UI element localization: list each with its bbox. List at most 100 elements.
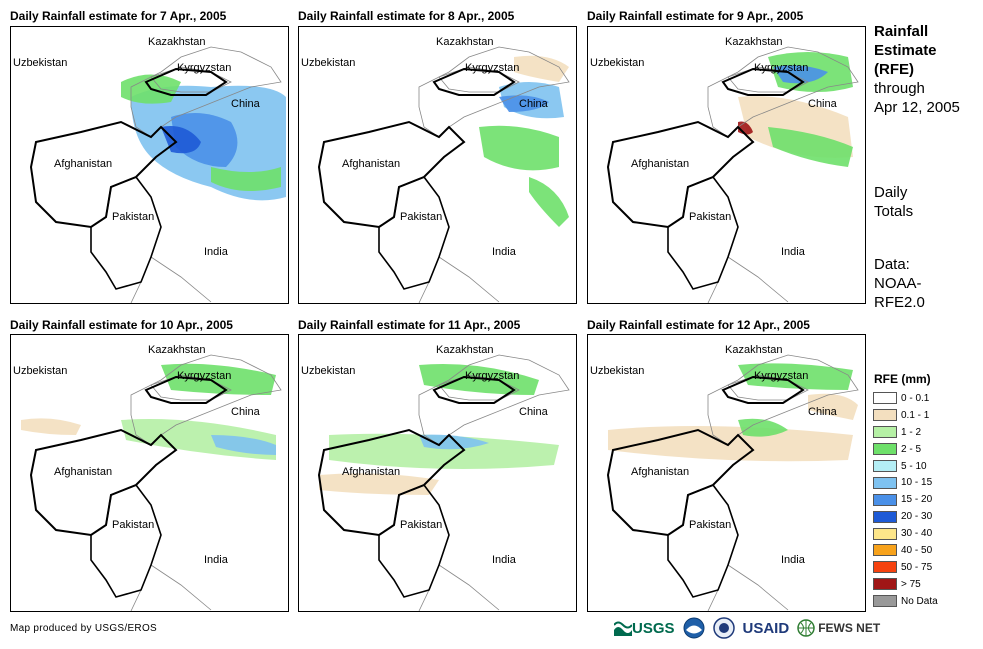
- country-border: [667, 484, 739, 598]
- pakistan-border: [90, 484, 162, 598]
- rainfall-area: [161, 363, 276, 395]
- pakistan-border: [667, 484, 739, 598]
- legend-item: 0 - 0.1: [873, 390, 938, 407]
- label-pakistan: Pakistan: [400, 519, 442, 531]
- legend-swatch: [873, 544, 897, 557]
- label-kazakhstan: Kazakhstan: [436, 344, 493, 356]
- label-afghanistan: Afghanistan: [54, 158, 112, 170]
- focus-country-border: [721, 375, 805, 404]
- legend-label: 15 - 20: [901, 494, 933, 506]
- agency-logos: USGS USAID FEWS NET: [614, 617, 880, 639]
- label-kyrgyzstan: Kyrgyzstan: [465, 370, 519, 382]
- legend-label: 0 - 0.1: [901, 392, 930, 404]
- rainfall-map-3: Kazakhstan Uzbekistan Kyrgyzstan China Afgha…: [587, 26, 866, 304]
- label-uzbekistan: Uzbekistan: [13, 57, 67, 69]
- panel-title-3: Daily Rainfall estimate for 9 Apr., 2005: [587, 9, 804, 23]
- country-border: [130, 256, 212, 303]
- side-title-line-2: Estimate: [874, 42, 937, 59]
- legend-swatch: [873, 578, 897, 591]
- label-india: India: [204, 554, 229, 566]
- label-kazakhstan: Kazakhstan: [148, 36, 205, 48]
- label-india: India: [781, 554, 806, 566]
- label-china: China: [808, 98, 838, 110]
- rainfall-map-4: Kazakhstan Uzbekistan Kyrgyzstan China Afgha…: [10, 334, 289, 612]
- country-border: [378, 176, 450, 290]
- map-canvas: Kazakhstan Uzbekistan Kyrgyzstan China Afgha…: [13, 344, 282, 611]
- label-uzbekistan: Uzbekistan: [590, 365, 644, 377]
- legend-swatch: [873, 561, 897, 574]
- rainfall-area: [419, 434, 489, 450]
- country-border: [418, 564, 500, 611]
- country-border: [378, 484, 450, 598]
- side-through-label: through: [874, 80, 925, 97]
- label-pakistan: Pakistan: [689, 519, 731, 531]
- panel-title-5: Daily Rainfall estimate for 11 Apr., 200…: [298, 318, 521, 332]
- focus-country-border: [606, 120, 755, 229]
- label-kyrgyzstan: Kyrgyzstan: [754, 370, 808, 382]
- rainfall-area: [773, 65, 828, 84]
- rainfall-area: [21, 418, 81, 435]
- label-pakistan: Pakistan: [112, 211, 154, 223]
- label-kyrgyzstan: Kyrgyzstan: [754, 62, 808, 74]
- label-uzbekistan: Uzbekistan: [301, 365, 355, 377]
- legend-swatch: [873, 426, 897, 439]
- noaa-logo-icon: [683, 617, 705, 639]
- country-border: [727, 66, 809, 93]
- legend-label: 0.1 - 1: [901, 409, 930, 421]
- legend-swatch: [873, 392, 897, 405]
- rainfall-area: [211, 167, 281, 191]
- pakistan-border: [378, 484, 450, 598]
- legend-swatch: [873, 476, 897, 489]
- legend-swatch: [873, 527, 897, 540]
- map-canvas: Kazakhstan Uzbekistan Kyrgyzstan China Afgha…: [301, 36, 570, 303]
- panel-title-1: Daily Rainfall estimate for 7 Apr., 2005: [10, 9, 227, 23]
- label-kyrgyzstan: Kyrgyzstan: [465, 62, 519, 74]
- rainfall-map-6: Kazakhstan Uzbekistan Kyrgyzstan China Afgha…: [587, 334, 866, 612]
- country-border: [707, 256, 789, 303]
- country-border: [418, 46, 570, 138]
- legend-label: 10 - 15: [901, 477, 933, 489]
- rainfall-area: [768, 127, 853, 167]
- map-canvas: Kazakhstan Uzbekistan Kyrgyzstan China Afgha…: [590, 36, 859, 303]
- rainfall-area: [738, 363, 853, 390]
- panel-title-4: Daily Rainfall estimate for 10 Apr., 200…: [10, 318, 233, 332]
- label-india: India: [204, 246, 229, 258]
- legend-item: 50 - 75: [873, 559, 938, 576]
- focus-country-border: [29, 428, 178, 537]
- country-border: [707, 354, 859, 446]
- legend-swatch: [873, 443, 897, 456]
- legend-label: > 75: [901, 578, 921, 590]
- legend-item: > 75: [873, 576, 938, 593]
- label-kyrgyzstan: Kyrgyzstan: [177, 370, 231, 382]
- legend-swatch: [873, 460, 897, 472]
- legend-item: 5 - 10: [873, 458, 938, 475]
- label-china: China: [519, 406, 549, 418]
- map-canvas: Kazakhstan Uzbekistan Kyrgyzstan China Afgha…: [590, 344, 859, 611]
- legend-item: 0.1 - 1: [873, 407, 938, 424]
- country-border: [130, 354, 282, 446]
- legend: 0 - 0.1 0.1 - 1 1 - 2 2 - 5 5 - 10 10 - 15 15 …: [873, 390, 938, 610]
- country-border: [130, 564, 212, 611]
- legend-title: RFE (mm): [874, 372, 931, 386]
- label-uzbekistan: Uzbekistan: [301, 57, 355, 69]
- rainfall-area: [171, 113, 238, 167]
- rainfall-area: [319, 473, 439, 495]
- rainfall-area: [529, 177, 569, 227]
- legend-label: 40 - 50: [901, 544, 933, 556]
- label-pakistan: Pakistan: [400, 211, 442, 223]
- label-kazakhstan: Kazakhstan: [725, 344, 782, 356]
- usgs-wave-icon: [614, 621, 632, 636]
- legend-item: 15 - 20: [873, 491, 938, 508]
- focus-country-border: [144, 67, 228, 96]
- label-afghanistan: Afghanistan: [54, 466, 112, 478]
- legend-label: 30 - 40: [901, 528, 933, 540]
- country-border: [438, 374, 520, 401]
- rainfall-area: [499, 95, 549, 112]
- side-data-line-3: RFE2.0: [874, 294, 925, 311]
- country-border: [150, 66, 232, 93]
- focus-country-border: [721, 67, 805, 96]
- legend-swatch: [873, 409, 897, 422]
- rainfall-area: [514, 55, 569, 82]
- country-border: [727, 374, 809, 401]
- country-border: [418, 354, 570, 446]
